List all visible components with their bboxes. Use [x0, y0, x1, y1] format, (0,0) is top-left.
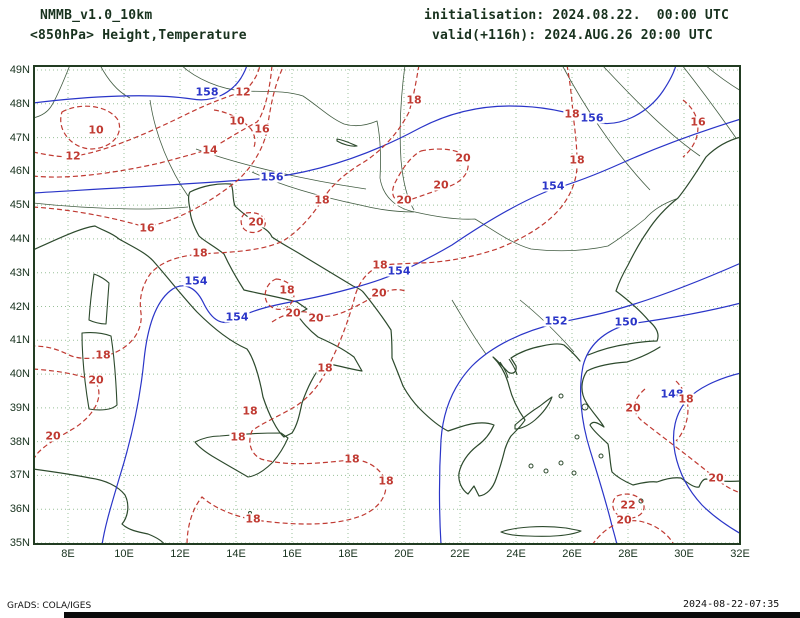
river-adige: [149, 99, 189, 197]
temperature-contours-layer: [33, 65, 741, 545]
river-dnieper: [704, 65, 741, 92]
bottom-window-edge: [64, 612, 800, 618]
coastline-tunisia: [33, 468, 166, 545]
island-limnos: [558, 393, 564, 399]
island-cyclades-2: [543, 468, 549, 474]
temp-contour-20-po: [240, 212, 266, 234]
temp-contour-20-pannonia: [392, 148, 469, 203]
river-rhine: [33, 65, 71, 119]
valid-time: valid(+116h): 2024.AUG.26 20:00 UTC: [432, 28, 713, 43]
temp-contour-16-west: [33, 65, 285, 228]
island-cyclades-3: [558, 460, 564, 466]
temp-contour-12: [33, 65, 261, 158]
temp-contour-18-west: [33, 65, 420, 359]
river-drava: [195, 148, 367, 190]
island-chios: [574, 434, 580, 440]
peninsula-chalkidiki: [499, 358, 518, 379]
island-rhodes: [638, 498, 644, 504]
height-contours-layer: [33, 65, 741, 545]
island-cyclades-1: [528, 463, 534, 469]
island-euboea: [514, 396, 553, 430]
creation-timestamp: 2024-08-22-07:35: [683, 599, 780, 610]
river-po: [33, 202, 189, 210]
temp-contour-14: [33, 65, 273, 178]
temp-contour-18-east: [186, 65, 578, 545]
island-sicily: [194, 432, 289, 478]
river-prut: [561, 65, 651, 191]
island-malta: [248, 511, 252, 515]
temp-contour-10-west: [60, 105, 121, 150]
island-lesbos: [581, 403, 589, 411]
temp-contour-18-southeast: [675, 380, 689, 442]
model-name: NMMB_v1.0_10km: [40, 8, 153, 23]
island-corsica: [88, 273, 110, 325]
river-vardar: [451, 299, 487, 355]
islands-layer: [81, 138, 644, 537]
height-contour-158: [33, 65, 248, 104]
temp-contour-22-pocket: [612, 493, 645, 519]
height-contour-150: [580, 302, 741, 545]
temp-contour-16-east: [682, 99, 699, 158]
island-crete: [500, 526, 582, 537]
island-sardinia: [81, 332, 118, 411]
island-cyclades-4: [571, 470, 577, 476]
river-danube: [180, 65, 677, 252]
map-frame: [33, 65, 741, 545]
rivers-layer: [33, 65, 741, 355]
lake-balaton: [336, 138, 358, 147]
grads-credit: GrADS: COLA/IGES: [7, 601, 92, 611]
height-contour-152: [438, 262, 741, 545]
river-sava: [251, 171, 415, 213]
height-contour-156: [33, 65, 677, 194]
coastline-europe: [33, 136, 741, 497]
field-title: <850hPa> Height,Temperature: [30, 28, 247, 43]
initialisation-time: initialisation: 2024.08.22. 00:00 UTC: [424, 8, 730, 23]
coastline-anatolia: [581, 346, 741, 488]
temp-contour-20-bottom-right: [591, 520, 675, 545]
river-dniester: [601, 65, 701, 157]
height-contour-148: [672, 372, 741, 535]
island-samos: [598, 453, 604, 459]
height-contour-154: [101, 118, 741, 545]
coastlines-layer: [33, 136, 741, 545]
temp-contour-10-east: [213, 109, 256, 148]
lat-lon-grid: [33, 65, 741, 545]
river-bug: [681, 65, 737, 139]
temp-contour-20-tyrrhenian: [33, 368, 100, 464]
